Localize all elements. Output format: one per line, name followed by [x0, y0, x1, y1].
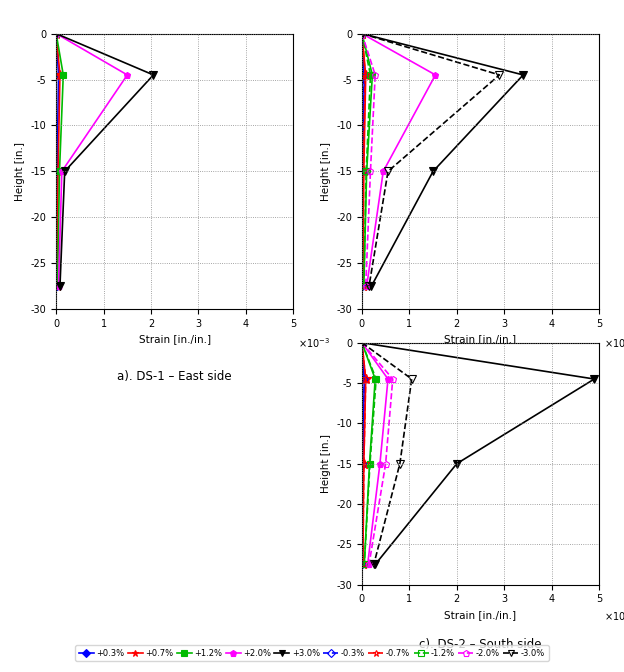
X-axis label: Strain [in./in.]: Strain [in./in.]: [139, 335, 211, 344]
Text: b). DS-2 – East side: b). DS-2 – East side: [423, 370, 538, 383]
X-axis label: Strain [in./in.]: Strain [in./in.]: [444, 335, 517, 344]
Text: $\times 10^{-3}$: $\times 10^{-3}$: [604, 609, 624, 623]
Text: $\times 10^{-3}$: $\times 10^{-3}$: [298, 337, 330, 351]
Legend: +0.3%, +0.7%, +1.2%, +2.0%, +3.0%, -0.3%, -0.7%, -1.2%, -2.0%, -3.0%: +0.3%, +0.7%, +1.2%, +2.0%, +3.0%, -0.3%…: [76, 645, 548, 661]
Text: $\times 10^{-3}$: $\times 10^{-3}$: [604, 337, 624, 351]
Y-axis label: Height [in.]: Height [in.]: [321, 142, 331, 201]
Text: a). DS-1 – East side: a). DS-1 – East side: [117, 370, 232, 383]
Y-axis label: Height [in.]: Height [in.]: [15, 142, 25, 201]
Y-axis label: Height [in.]: Height [in.]: [321, 434, 331, 493]
X-axis label: Strain [in./in.]: Strain [in./in.]: [444, 610, 517, 620]
Text: c). DS-2 – South side: c). DS-2 – South side: [419, 638, 542, 651]
